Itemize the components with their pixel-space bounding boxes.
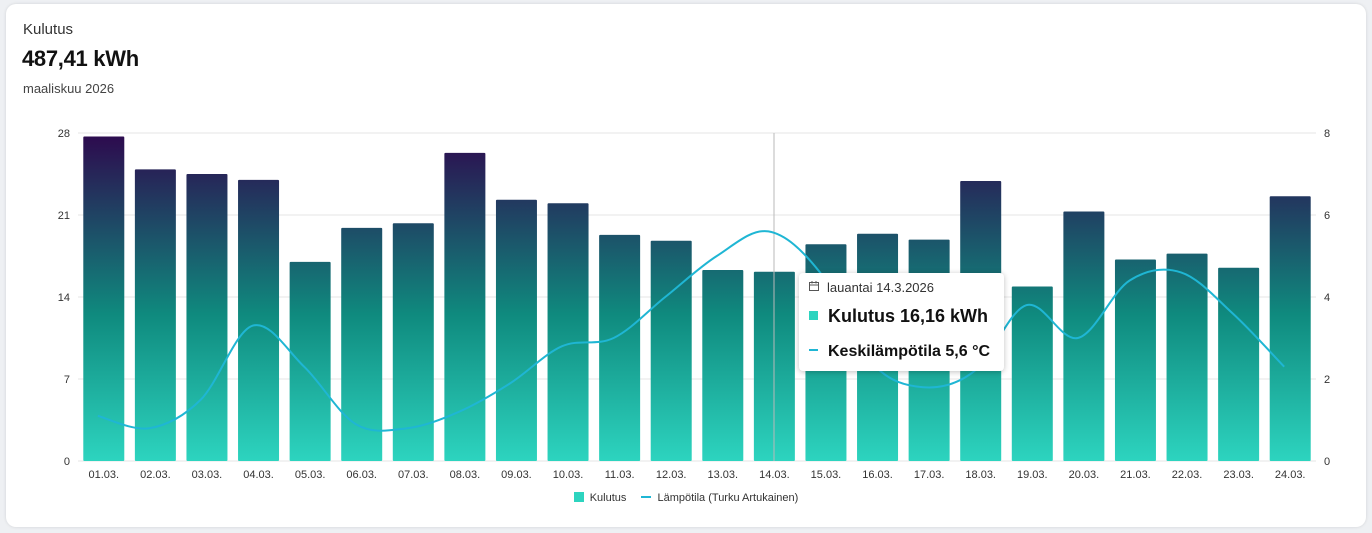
y-tick-label: 7 [64,374,70,386]
x-tick-label: 21.03. [1120,469,1151,481]
x-tick-label: 09.03. [501,469,532,481]
bar-22.03.[interactable] [1166,253,1208,461]
x-tick-label: 10.03. [553,469,584,481]
bar-23.03.[interactable] [1218,267,1260,461]
bar-24.03.[interactable] [1269,196,1311,461]
bar-09.03.[interactable] [495,199,537,461]
y2-tick-label: 8 [1324,128,1330,140]
x-tick-label: 15.03. [811,469,842,481]
legend-line-icon [641,496,652,498]
x-tick-label: 14.03. [759,469,790,481]
chart-legend: Kulutus Lämpötila (Turku Artukainen) [0,492,1372,504]
tooltip-consumption: Kulutus 16,16 kWh [809,306,988,327]
bar-07.03.[interactable] [392,223,434,461]
temperature-swatch [809,349,818,351]
temperature-line [97,230,1285,432]
legend-consumption-label: Kulutus [589,492,627,504]
y-tick-label: 0 [64,456,70,468]
bar-03.03.[interactable] [186,174,228,461]
y-tick-label: 28 [58,128,70,140]
x-tick-label: 02.03. [140,469,171,481]
y2-tick-label: 4 [1324,292,1330,304]
x-tick-label: 11.03. [605,469,635,481]
bar-05.03.[interactable] [289,261,331,461]
x-tick-label: 04.03. [243,469,274,481]
legend-temperature-label: Lämpötila (Turku Artukainen) [657,492,799,504]
tooltip-temperature-text: Keskilämpötila 5,6 °C [828,343,991,360]
bar-21.03.[interactable] [1114,259,1156,461]
legend-item-consumption[interactable]: Kulutus [573,492,627,504]
bar-06.03.[interactable] [341,227,383,461]
bar-04.03.[interactable] [238,179,280,461]
y-tick-label: 14 [58,292,70,304]
period-label[interactable]: maaliskuu 2026 [23,81,115,96]
x-tick-label: 12.03. [656,469,687,481]
bar-19.03.[interactable] [1011,286,1053,461]
x-tick-label: 01.03. [88,469,119,481]
tooltip-date: lauantai 14.3.2026 [827,280,934,295]
y2-tick-label: 6 [1324,210,1330,222]
bar-02.03.[interactable] [134,169,176,462]
y2-tick-label: 2 [1324,374,1330,386]
x-tick-label: 19.03. [1017,469,1048,481]
x-tick-label: 18.03. [965,469,996,481]
x-tick-label: 17.03. [914,469,945,481]
x-tick-label: 03.03. [192,469,223,481]
x-tick-label: 05.03. [295,469,326,481]
bar-12.03.[interactable] [650,240,692,461]
bar-01.03.[interactable] [83,136,125,461]
bar-13.03.[interactable] [702,270,744,461]
y2-tick-label: 0 [1324,456,1330,468]
bar-10.03.[interactable] [547,203,589,462]
x-tick-label: 24.03. [1275,469,1306,481]
total-consumption: 487,41 kWh [22,46,139,71]
x-tick-label: 06.03. [346,469,377,481]
legend-square-icon [573,492,584,502]
x-tick-label: 08.03. [450,469,481,481]
x-tick-label: 16.03. [862,469,893,481]
bar-08.03.[interactable] [444,152,486,461]
x-tick-label: 20.03. [1069,469,1100,481]
bar-11.03.[interactable] [599,234,641,461]
x-tick-label: 13.03. [707,469,738,481]
x-tick-label: 07.03. [398,469,429,481]
tooltip-consumption-text: Kulutus 16,16 kWh [828,306,989,326]
y-tick-label: 21 [58,210,70,222]
tooltip-temperature: Keskilämpötila 5,6 °C [809,343,990,361]
calendar-icon [809,281,819,291]
chart-tooltip: lauantai 14.3.2026 Kulutus 16,16 kWh Kes… [799,273,1004,371]
card-title: Kulutus [23,21,74,38]
x-tick-label: 23.03. [1223,469,1254,481]
legend-item-temperature[interactable]: Lämpötila (Turku Artukainen) [641,492,798,504]
x-tick-label: 22.03. [1172,469,1203,481]
consumption-swatch [809,311,818,320]
